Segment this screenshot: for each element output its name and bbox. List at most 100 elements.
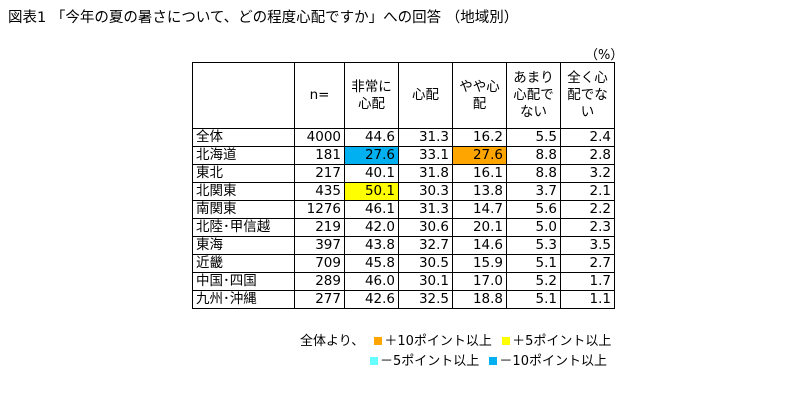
- table-cell: 181: [294, 146, 345, 165]
- row-label: 中国･四国: [192, 272, 295, 291]
- table-cell: 31.3: [398, 200, 453, 219]
- row-label: 北海道: [192, 146, 295, 165]
- row-label: 南関東: [192, 200, 295, 219]
- table-cell: 217: [294, 164, 345, 183]
- legend-plus10-label: ＋10ポイント以上: [384, 334, 492, 349]
- table-cell: 709: [294, 254, 345, 273]
- table-cell: 5.6: [506, 200, 561, 219]
- table-cell: 2.2: [560, 200, 615, 219]
- table-cell: 2.4: [560, 128, 615, 147]
- table-cell: 8.8: [506, 146, 561, 165]
- header-cell-not-worried-at-all: 全く心配でない: [560, 62, 615, 129]
- table-cell: 30.6: [398, 218, 453, 237]
- table-cell: 289: [294, 272, 345, 291]
- table-row: 東海 397 43.8 32.7 14.6 5.3 3.5: [192, 236, 615, 255]
- table-cell: 5.1: [506, 254, 561, 273]
- table-cell: 8.8: [506, 164, 561, 183]
- legend-minus10-swatch: [489, 356, 498, 365]
- row-label: 九州･沖縄: [192, 290, 295, 309]
- table-cell: 2.8: [560, 146, 615, 165]
- page-title: 図表1 「今年の夏の暑さについて、どの程度心配ですか」への回答 （地域別）: [8, 10, 519, 26]
- table-cell: 277: [294, 290, 345, 309]
- table-cell: 42.6: [344, 290, 399, 309]
- table-row: 九州･沖縄 277 42.6 32.5 18.8 5.1 1.1: [192, 290, 615, 309]
- table-cell: 32.5: [398, 290, 453, 309]
- table-cell: 50.1: [344, 182, 399, 201]
- table-row: 近畿 709 45.8 30.5 15.9 5.1 2.7: [192, 254, 615, 273]
- table-cell: 31.8: [398, 164, 453, 183]
- table-cell: 5.0: [506, 218, 561, 237]
- legend-plus5-label: ＋5ポイント以上: [512, 334, 612, 349]
- table-cell: 3.5: [560, 236, 615, 255]
- table-row: 東北 217 40.1 31.8 16.1 8.8 3.2: [192, 164, 615, 183]
- row-label: 北関東: [192, 182, 295, 201]
- header-row: n= 非常に心配 心配 やや心配 あまり心配でない 全く心配でない: [192, 62, 615, 129]
- header-cell-very-worried: 非常に心配: [344, 62, 399, 129]
- header-cell-worried: 心配: [398, 62, 453, 129]
- header-cell-region: [192, 62, 295, 129]
- legend-minus5-swatch: [370, 356, 378, 365]
- table-cell: 1.1: [560, 290, 615, 309]
- table-cell: 18.8: [452, 290, 507, 309]
- row-label: 全体: [192, 128, 295, 147]
- table-cell: 30.1: [398, 272, 453, 291]
- survey-table: n= 非常に心配 心配 やや心配 あまり心配でない 全く心配でない 全体 4000…: [192, 62, 615, 309]
- table-cell: 46.1: [344, 200, 399, 219]
- table-cell: 30.3: [398, 182, 453, 201]
- table-cell: 5.2: [506, 272, 561, 291]
- table-cell: 33.1: [398, 146, 453, 165]
- table-cell: 2.3: [560, 218, 615, 237]
- table-cell: 13.8: [452, 182, 507, 201]
- table-cell: 40.1: [344, 164, 399, 183]
- table-cell: 27.6: [452, 146, 507, 165]
- table-cell: 3.7: [506, 182, 561, 201]
- row-label: 北陸･甲信越: [192, 218, 295, 237]
- table-cell: 17.0: [452, 272, 507, 291]
- table-row: 中国･四国 289 46.0 30.1 17.0 5.2 1.7: [192, 272, 615, 291]
- table-cell: 45.8: [344, 254, 399, 273]
- header-cell-somewhat-worried: やや心配: [452, 62, 507, 129]
- legend-plus5-swatch: [502, 336, 511, 345]
- table-cell: 46.0: [344, 272, 399, 291]
- table-cell: 2.7: [560, 254, 615, 273]
- table-cell: 30.5: [398, 254, 453, 273]
- table-cell: 43.8: [344, 236, 399, 255]
- table-cell: 1276: [294, 200, 345, 219]
- table-cell: 15.9: [452, 254, 507, 273]
- table-row: 北海道 181 27.6 33.1 27.6 8.8 2.8: [192, 146, 615, 165]
- table-cell: 397: [294, 236, 345, 255]
- table-cell: 16.1: [452, 164, 507, 183]
- table-row: 北関東 435 50.1 30.3 13.8 3.7 2.1: [192, 182, 615, 201]
- row-label: 近畿: [192, 254, 295, 273]
- table-cell: 5.3: [506, 236, 561, 255]
- table-cell: 435: [294, 182, 345, 201]
- table-cell: 42.0: [344, 218, 399, 237]
- table-cell: 1.7: [560, 272, 615, 291]
- row-label: 東北: [192, 164, 295, 183]
- table-row: 南関東 1276 46.1 31.3 14.7 5.6 2.2: [192, 200, 615, 219]
- header-cell-not-very-worried: あまり心配でない: [506, 62, 561, 129]
- table-cell: 44.6: [344, 128, 399, 147]
- row-label: 東海: [192, 236, 295, 255]
- legend-line-2: －5ポイント以上 －10ポイント以上: [300, 352, 611, 372]
- legend-minus5-label: －5ポイント以上: [380, 354, 480, 369]
- table-cell: 14.6: [452, 236, 507, 255]
- table-row-total: 全体 4000 44.6 31.3 16.2 5.5 2.4: [192, 128, 615, 147]
- table-cell: 14.7: [452, 200, 507, 219]
- header-cell-n: n=: [294, 62, 345, 129]
- table-cell: 4000: [294, 128, 345, 147]
- table-cell: 219: [294, 218, 345, 237]
- table-cell: 20.1: [452, 218, 507, 237]
- legend-prefix: 全体より、: [300, 334, 365, 349]
- legend: 全体より、 ＋10ポイント以上 ＋5ポイント以上 －5ポイント以上 －10ポイン…: [300, 332, 611, 372]
- legend-plus10-swatch: [374, 336, 383, 345]
- table-cell: 5.5: [506, 128, 561, 147]
- table-cell: 31.3: [398, 128, 453, 147]
- table-cell: 16.2: [452, 128, 507, 147]
- unit-label: （%）: [585, 48, 624, 63]
- table-cell: 27.6: [344, 146, 399, 165]
- table-cell: 2.1: [560, 182, 615, 201]
- table-row: 北陸･甲信越 219 42.0 30.6 20.1 5.0 2.3: [192, 218, 615, 237]
- legend-line-1: 全体より、 ＋10ポイント以上 ＋5ポイント以上: [300, 332, 611, 352]
- legend-minus10-label: －10ポイント以上: [499, 354, 607, 369]
